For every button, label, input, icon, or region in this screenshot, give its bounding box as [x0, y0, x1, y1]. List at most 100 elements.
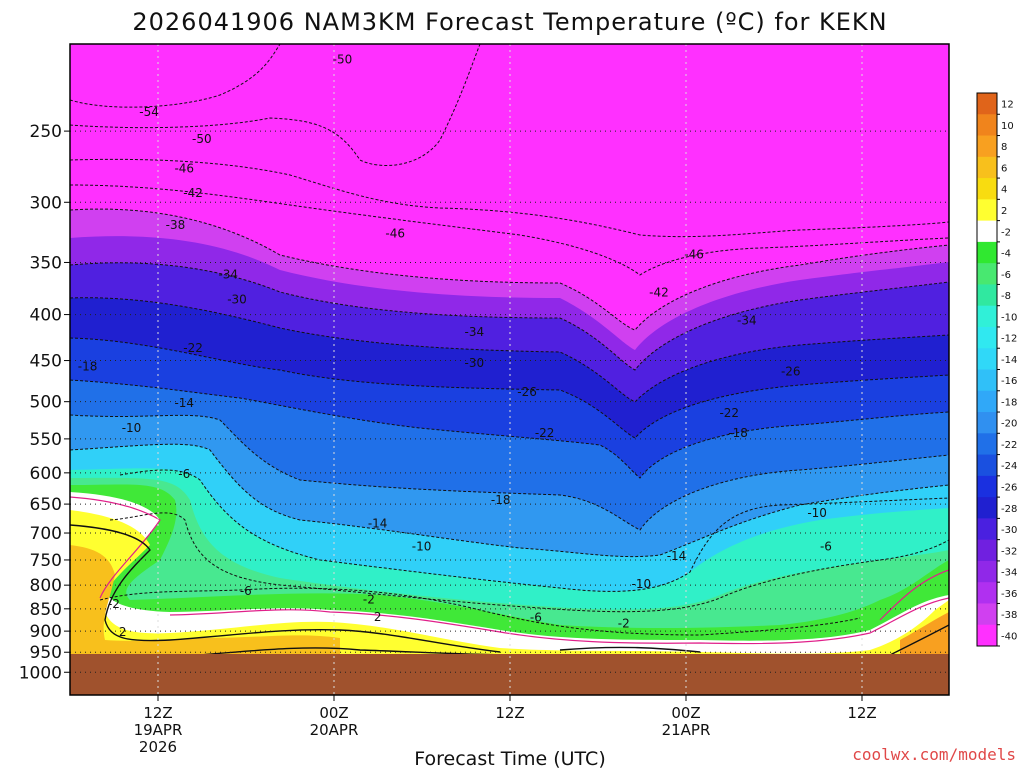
colorbar-swatch: [977, 156, 997, 179]
contour-label: -6: [530, 610, 542, 624]
contour-label: -6: [178, 467, 190, 481]
contour-label: -46: [174, 161, 194, 175]
colorbar-swatch: [977, 220, 997, 243]
colorbar-swatch: [977, 624, 997, 647]
colorbar-label: -16: [1001, 376, 1017, 387]
contour-label: -14: [667, 549, 687, 563]
colorbar-swatch: [977, 475, 997, 498]
y-tick-label: 750: [30, 551, 62, 571]
colorbar-swatch: [977, 326, 997, 349]
x-tick-label: 12Z: [495, 704, 524, 722]
colorbar-swatch: [977, 603, 997, 626]
colorbar-label: -20: [1001, 419, 1017, 430]
contour-label: 2: [119, 625, 127, 639]
x-tick-label: 21APR: [662, 721, 711, 739]
contour-label: -10: [632, 577, 652, 591]
colorbar-label: 4: [1001, 185, 1007, 196]
x-tick-label: 12Z: [847, 704, 876, 722]
colorbar-swatch: [977, 539, 997, 562]
colorbar-label: -32: [1001, 546, 1017, 557]
colorbar-label: -24: [1001, 461, 1017, 472]
contour-label: -10: [807, 506, 827, 520]
contour-label: -6: [820, 540, 832, 554]
colorbar-label: -34: [1001, 568, 1017, 579]
x-tick-label: 20APR: [310, 721, 359, 739]
contour-label: -6: [240, 584, 252, 598]
contour-label: -34: [465, 325, 485, 339]
contour-label: -46: [684, 248, 704, 262]
y-tick-label: 650: [30, 495, 62, 515]
colorbar-swatch: [977, 433, 997, 456]
colorbar-label: 8: [1001, 142, 1007, 153]
y-tick-label: 300: [30, 193, 62, 213]
contour-label: -34: [218, 268, 238, 282]
x-axis-label: Forecast Time (UTC): [414, 748, 605, 768]
colorbar-swatch: [977, 582, 997, 604]
x-tick-label: 00Z: [671, 704, 700, 722]
freezing-contours: [70, 496, 949, 645]
colorbar-label: 6: [1001, 163, 1007, 174]
colorbar-label: -36: [1001, 589, 1017, 600]
colorbar-label: 2: [1001, 206, 1007, 217]
y-tick-label: 550: [30, 430, 62, 450]
contour-label: -22: [535, 426, 555, 440]
colorbar-label: -2: [1001, 227, 1011, 238]
y-tick-label: 800: [30, 576, 62, 596]
y-tick-label: 400: [30, 306, 62, 326]
colorbar-label: -28: [1001, 504, 1017, 515]
y-tick-label: 950: [30, 643, 62, 663]
chart-title: 2026041906 NAM3KM Forecast Temperature (…: [132, 8, 887, 36]
colorbar-swatch: [977, 93, 997, 115]
colorbar-swatch: [977, 497, 997, 519]
colorbar-label: -14: [1001, 355, 1017, 366]
colorbar-swatch: [977, 263, 997, 285]
contour-label: -34: [737, 313, 757, 327]
colorbar-swatch: [977, 305, 997, 328]
x-tick-label: 2026: [139, 738, 177, 756]
temperature-field: [70, 44, 949, 695]
y-tick-label: 1000: [19, 663, 62, 683]
colorbar-label: -8: [1001, 291, 1011, 302]
colorbar-swatch: [977, 199, 997, 222]
y-tick-label: 350: [30, 253, 62, 273]
contour-label: -22: [719, 406, 739, 420]
colorbar: 12 10 8 6 4 2 -2 -4 -6 -8 -10 -12 -14 -16 -18 -20 -22 -24…: [976, 92, 1017, 647]
y-tick-label: 900: [30, 622, 62, 642]
colorbar-label: -6: [1001, 270, 1011, 281]
y-tick-label: 250: [30, 122, 62, 142]
y-tick-label: 700: [30, 524, 62, 544]
contour-label: -26: [781, 365, 801, 379]
colorbar-label: -38: [1001, 610, 1017, 621]
colorbar-swatch: [977, 518, 997, 541]
contour-label: -50: [333, 52, 353, 66]
contour-label: -54: [139, 105, 159, 119]
credit-link[interactable]: coolwx.com/models: [852, 745, 1016, 764]
y-tick-label: 600: [30, 464, 62, 484]
contour-label: -10: [122, 421, 142, 435]
x-tick-label: 12Z: [143, 704, 172, 722]
colorbar-swatch: [977, 241, 997, 264]
colorbar-swatch: [977, 114, 997, 137]
colorbar-label: 10: [1001, 121, 1014, 132]
x-tick-label: 00Z: [319, 704, 348, 722]
y-axis: 2503003504004505005506006507007508008509…: [19, 122, 70, 683]
colorbar-swatch: [977, 560, 997, 583]
x-tick-label: 19APR: [134, 721, 183, 739]
colorbar-swatch: [977, 178, 997, 200]
contour-label: -10: [412, 540, 432, 554]
colorbar-label: -10: [1001, 312, 1017, 323]
colorbar-swatch: [977, 348, 997, 370]
contour-label: -26: [517, 385, 537, 399]
y-tick-label: 850: [30, 600, 62, 620]
colorbar-label: -26: [1001, 482, 1017, 493]
contour-label: -42: [183, 186, 203, 200]
colorbar-label: -30: [1001, 525, 1017, 536]
contour-label: -42: [649, 285, 669, 299]
colorbar-swatch: [977, 369, 997, 392]
grid-lines: [70, 44, 949, 695]
contour-label: -14: [174, 396, 194, 410]
contour-label: -18: [728, 426, 748, 440]
contour-label: -18: [78, 360, 98, 374]
